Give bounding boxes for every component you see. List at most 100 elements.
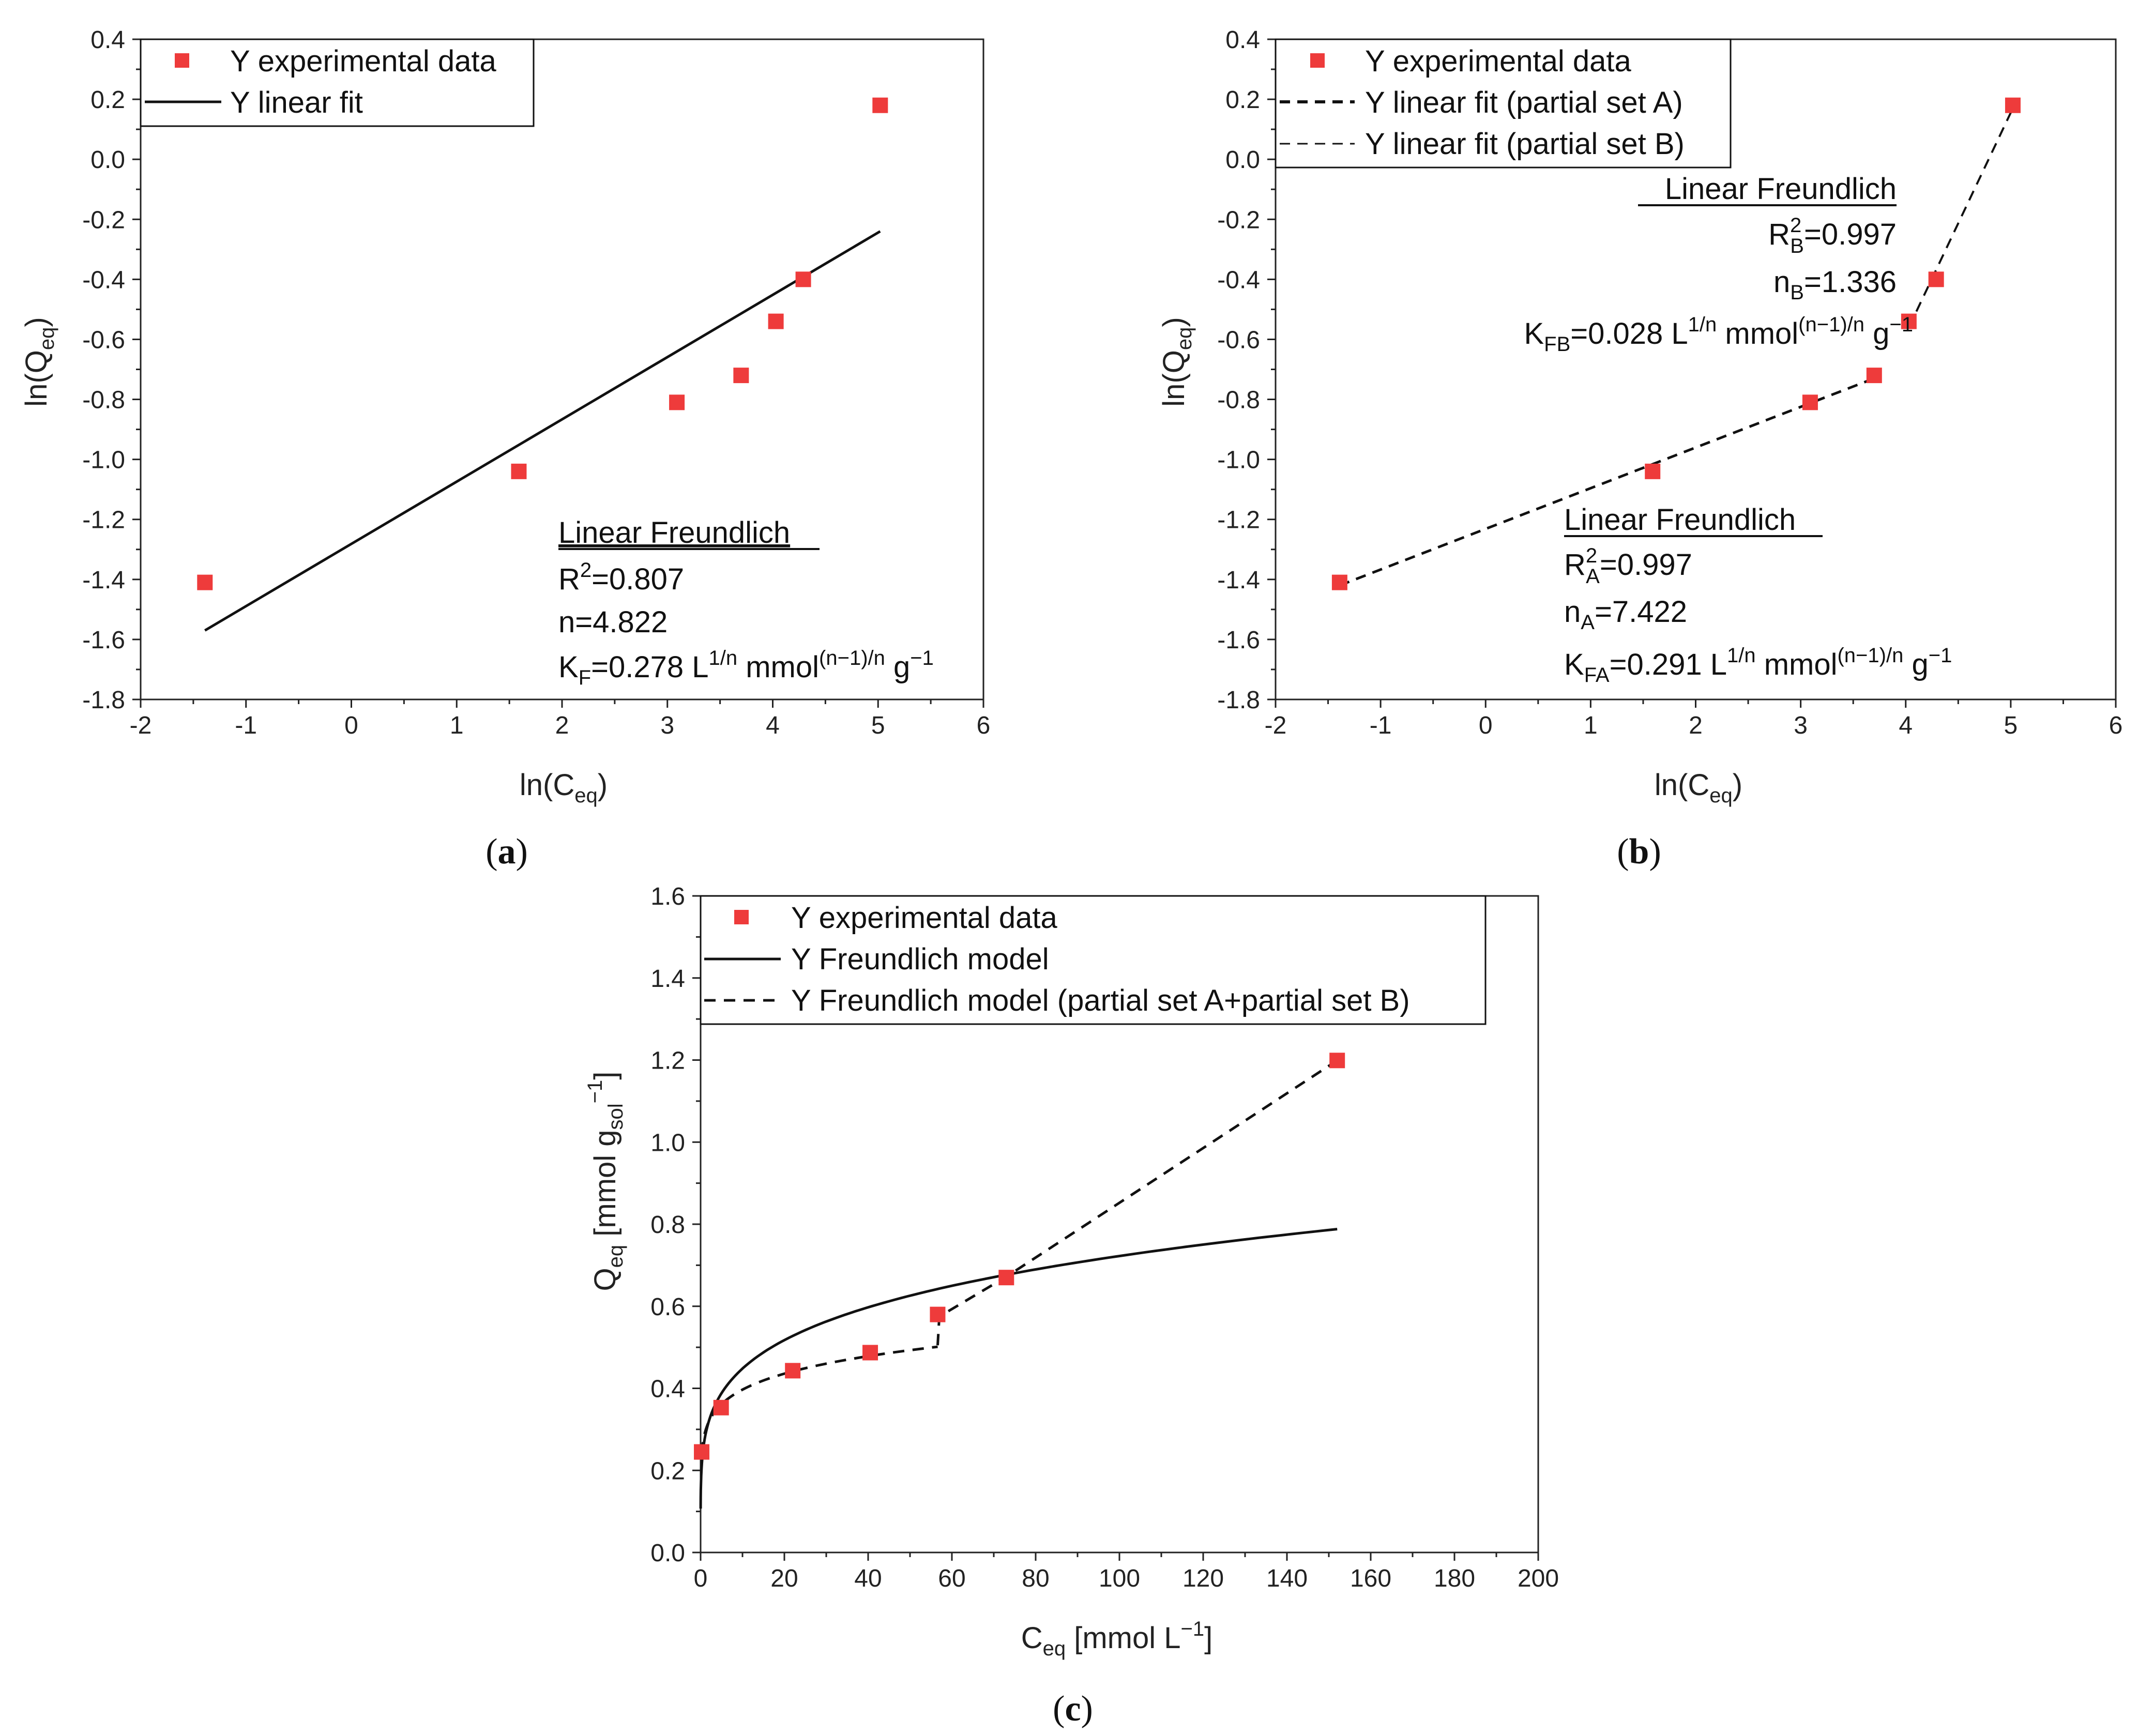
data-point-a-5 xyxy=(795,271,811,287)
y-tick-label-b-8: -0.2 xyxy=(1217,206,1260,234)
x-tick-label-a-2: 0 xyxy=(344,712,358,739)
annotation-a-k: KF=0.278 L1/n mmol(n−1)/n g−1 xyxy=(558,647,934,689)
y-tick-label-b-0: -1.8 xyxy=(1217,687,1260,714)
x-tick-label-b-3: 1 xyxy=(1584,712,1598,739)
legend-entry-b-1: Y linear fit (partial set A) xyxy=(1365,86,1683,119)
y-tick-label-a-10: 0.2 xyxy=(90,86,125,114)
marks-a xyxy=(197,97,888,632)
legend-marker-b xyxy=(1310,53,1325,68)
y-tick-label-c-4: 0.8 xyxy=(650,1211,685,1239)
x-tick-label-c-1: 20 xyxy=(770,1565,798,1592)
y-tick-label-b-9: 0.0 xyxy=(1225,146,1260,174)
y-tick-label-c-7: 1.4 xyxy=(650,965,685,993)
x-tick-label-a-6: 4 xyxy=(766,712,780,739)
legend-marker-a xyxy=(175,53,189,68)
y-tick-label-a-11: 0.4 xyxy=(90,26,125,54)
data-point-b-4 xyxy=(1901,313,1917,329)
y-tick-label-a-7: -0.4 xyxy=(82,266,125,294)
x-tick-label-a-5: 3 xyxy=(660,712,674,739)
x-tick-label-a-8: 6 xyxy=(977,712,991,739)
annotation-a: Linear Freundlich R2=0.807 n=4.822 KF=0.… xyxy=(558,516,934,689)
legend-entry-a-0: Y experimental data xyxy=(230,44,497,78)
y-tick-label-a-9: 0.0 xyxy=(90,146,125,174)
legend-entry-b-0: Y experimental data xyxy=(1365,44,1632,78)
x-tick-label-a-4: 2 xyxy=(555,712,569,739)
y-tick-label-b-10: 0.2 xyxy=(1225,86,1260,114)
y-tick-label-b-1: -1.6 xyxy=(1217,627,1260,654)
x-tick-label-c-5: 100 xyxy=(1099,1565,1140,1592)
data-point-a-2 xyxy=(669,394,685,410)
data-point-a-4 xyxy=(768,313,784,329)
legend-box-c xyxy=(700,895,1487,1025)
y-tick-label-a-4: -1.0 xyxy=(82,447,125,474)
x-tick-label-a-0: -2 xyxy=(130,712,152,739)
legend-entry-c-0: Y experimental data xyxy=(791,901,1058,935)
x-tick-label-b-4: 2 xyxy=(1689,712,1703,739)
x-tick-label-c-10: 200 xyxy=(1518,1565,1559,1592)
annotation-a2-k: KFA=0.291 L1/n mmol(n−1)/n g−1 xyxy=(1564,644,1952,687)
x-tick-label-b-6: 4 xyxy=(1899,712,1913,739)
legend-box-a xyxy=(140,38,535,127)
data-point-b-3 xyxy=(1866,368,1882,384)
xlabel-a: ln(Ceq) xyxy=(520,768,608,807)
marks-b xyxy=(1331,97,2021,590)
data-point-b-2 xyxy=(1802,394,1818,410)
annotation-a-r2: R2=0.807 xyxy=(558,559,684,596)
x-tick-label-a-3: 1 xyxy=(450,712,464,739)
x-tick-label-c-3: 60 xyxy=(938,1565,965,1592)
partial-b-curve-c xyxy=(936,1059,1338,1346)
xlabel-c: Ceq [mmol L−1] xyxy=(1021,1618,1213,1660)
partial-a-curve-c xyxy=(700,1345,938,1454)
data-point-b-6 xyxy=(2005,97,2021,113)
y-tick-label-c-5: 1.0 xyxy=(650,1129,685,1156)
x-tick-label-b-2: 0 xyxy=(1479,712,1493,739)
y-tick-label-a-5: -0.8 xyxy=(82,387,125,414)
data-point-c-6 xyxy=(1329,1053,1345,1069)
x-tick-label-b-0: -2 xyxy=(1265,712,1287,739)
x-tick-label-c-0: 0 xyxy=(694,1565,708,1592)
y-tick-label-c-2: 0.4 xyxy=(650,1376,685,1403)
ylabel-c: Qeq [mmol gsol−1] xyxy=(584,1072,627,1291)
caption-c: (c) xyxy=(1053,1689,1093,1729)
axes-b: -2 -1 0 1 2 3 4 5 6 -1.8 -1.6 -1.4 -1.2 -1.0 -0.8 -0.6 -… xyxy=(1217,26,2122,739)
y-tick-label-a-6: -0.6 xyxy=(82,326,125,354)
freundlich-curve-c xyxy=(699,1228,1338,1509)
panel-a: -2 -1 0 1 2 3 4 5 6 -1.8 -1.6 -1.4 -1.2 -1.0 -0.8 -0.6 -… xyxy=(20,26,990,872)
y-tick-label-b-4: -1.0 xyxy=(1217,447,1260,474)
legend-entry-a-1: Y linear fit xyxy=(230,86,363,119)
x-tick-label-c-8: 160 xyxy=(1350,1565,1391,1592)
data-point-a-6 xyxy=(872,97,888,113)
data-point-b-0 xyxy=(1331,574,1347,590)
x-tick-label-b-1: -1 xyxy=(1370,712,1392,739)
axes-a: -2 -1 0 1 2 3 4 5 6 -1.8 -1.6 -1.4 -1.2 -1.0 -0.8 -0.6 -… xyxy=(82,26,990,739)
caption-a: (a) xyxy=(486,832,528,872)
legend-entry-c-1: Y Freundlich model xyxy=(791,942,1049,976)
x-tick-label-b-5: 3 xyxy=(1794,712,1808,739)
y-tick-label-c-6: 1.2 xyxy=(650,1047,685,1075)
y-tick-label-c-1: 0.2 xyxy=(650,1457,685,1485)
fit-line-partial-a-b xyxy=(1339,377,1875,587)
y-tick-label-c-3: 0.6 xyxy=(650,1293,685,1321)
legend-marker-c xyxy=(734,910,749,924)
x-tick-label-b-8: 6 xyxy=(2109,712,2123,739)
annotation-b-lower: Linear Freundlich R2 A=0.997 nA=7.422 KFA… xyxy=(1564,503,1952,687)
annotation-b-k: KFB=0.028 L1/n mmol(n−1)/n g−1 xyxy=(1524,313,1913,356)
data-point-c-1 xyxy=(713,1399,729,1415)
data-point-c-3 xyxy=(862,1345,878,1361)
data-point-b-1 xyxy=(1645,463,1661,479)
x-tick-label-c-7: 140 xyxy=(1266,1565,1308,1592)
panel-c: 0 20 40 60 80 100 120 140 160 180 200 0.0 0.2 0.4 0.6 0… xyxy=(584,883,1559,1729)
annotation-b-title: Linear Freundlich xyxy=(1665,172,1897,206)
data-point-a-3 xyxy=(733,368,749,384)
annotation-b-r2: R2 B=0.997 xyxy=(1768,214,1897,257)
annotation-a-n: n=4.822 xyxy=(558,605,668,639)
x-tick-label-c-4: 80 xyxy=(1022,1565,1049,1592)
x-tick-label-c-9: 180 xyxy=(1434,1565,1475,1592)
ylabel-b: ln(Qeq) xyxy=(1157,317,1196,406)
x-tick-label-a-7: 5 xyxy=(871,712,885,739)
y-tick-label-b-3: -1.2 xyxy=(1217,507,1260,534)
data-point-c-2 xyxy=(785,1363,801,1379)
data-point-b-5 xyxy=(1928,271,1944,287)
data-point-a-1 xyxy=(511,463,527,479)
annotation-b-n: nB=1.336 xyxy=(1773,265,1897,304)
